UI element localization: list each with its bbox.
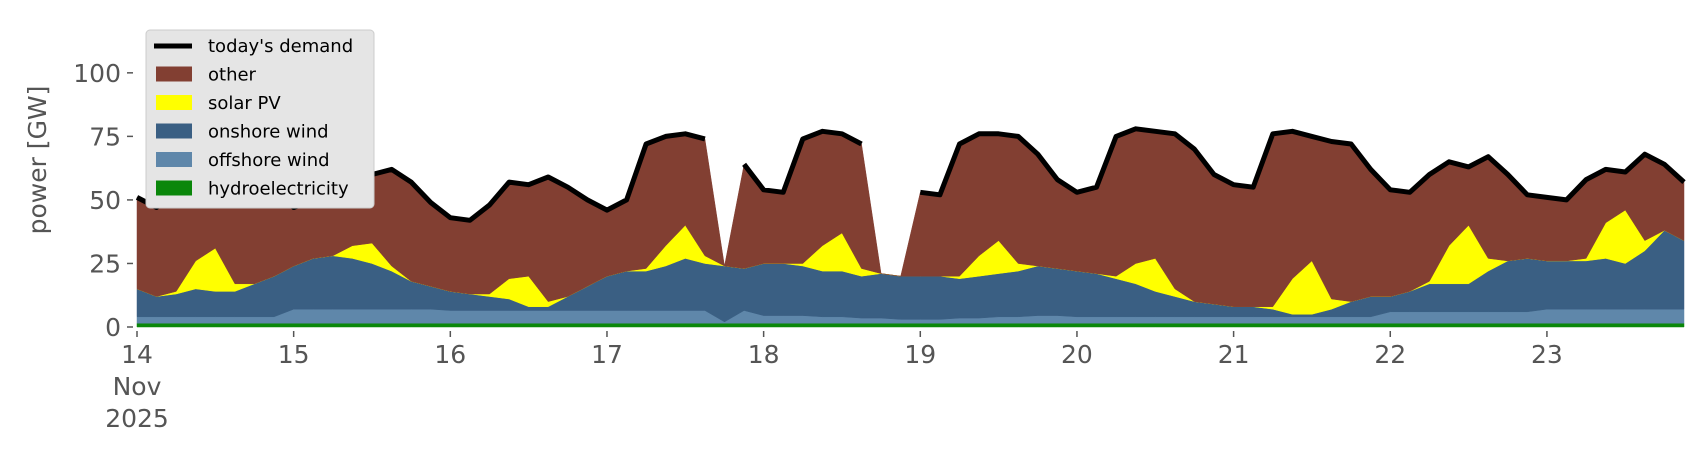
legend-label: onshore wind [208,122,329,143]
x-tick-label: 17 [591,340,623,369]
legend-label: other [208,65,257,86]
x-tick-label: 22 [1374,340,1406,369]
x-tick-label: 20 [1061,340,1093,369]
x-tick-label: 15 [278,340,310,369]
legend-label: offshore wind [208,150,330,171]
legend-swatch [156,152,192,167]
area [136,322,1685,328]
x-tick-label: 14 Nov 2025 [105,340,169,433]
areas [136,128,1685,328]
x-tick-label: 18 [748,340,780,369]
legend-label: solar PV [208,93,281,114]
legend-label: today's demand [208,36,353,57]
y-tick-label: 0 [105,313,121,342]
y-tick-label: 25 [89,249,121,278]
x-tick-label: 23 [1531,340,1563,369]
x-tick-label: 16 [434,340,466,369]
y-tick-label: 100 [73,59,121,88]
y-tick-label: 50 [89,186,121,215]
y-tick-label: 75 [89,122,121,151]
y-axis-label: power [GW] [23,86,52,235]
x-tick-label: 19 [904,340,936,369]
legend: today's demand other solar PV onshore wind o… [145,29,375,209]
legend-label: hydroelectricity [208,179,349,200]
legend-swatch [156,95,192,110]
legend-swatch [156,66,192,82]
ticks: 0 25 50 75 100 14 Nov 2025 15 16 17 18 19 20 21 22 23 [73,59,1563,433]
legend-swatch [156,180,192,196]
legend-box [145,29,375,209]
x-tick-label: 21 [1218,340,1250,369]
legend-swatch [156,123,192,139]
